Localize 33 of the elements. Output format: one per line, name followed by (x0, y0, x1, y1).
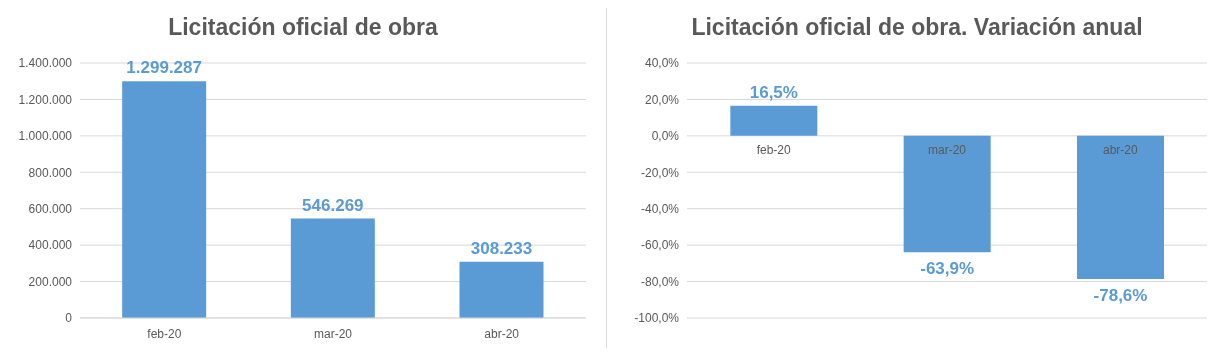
x-tick-label: feb-20 (147, 327, 182, 341)
data-label: 308.233 (470, 238, 533, 258)
y-tick-label: 1.400.000 (18, 56, 73, 71)
chart-title: Licitación oficial de obra (167, 14, 439, 41)
data-label: -63,9% (920, 259, 975, 279)
x-tick-label: abr-20 (1102, 142, 1138, 157)
y-tick-label: 20,0% (644, 92, 680, 107)
x-tick-label: feb-20 (756, 142, 791, 157)
x-tick-label: mar-20 (927, 142, 967, 157)
bar (459, 261, 544, 318)
data-label: 1.299.287 (126, 58, 202, 78)
x-tick-label: mar-20 (313, 327, 353, 341)
y-tick-label: 1.000.000 (18, 129, 73, 144)
data-label: -78,6% (1093, 286, 1148, 306)
y-tick-label: -20,0% (640, 165, 680, 180)
y-tick-label: 200.000 (28, 274, 73, 289)
y-tick-label: 800.000 (28, 165, 73, 180)
y-tick-label: -60,0% (640, 238, 680, 253)
x-tick-label: abr-20 (484, 327, 520, 341)
y-tick-label: 1.200.000 (18, 92, 73, 107)
y-tick-label: -40,0% (640, 201, 680, 216)
y-tick-label: 40,0% (644, 56, 680, 71)
y-tick-label: 400.000 (28, 238, 73, 253)
y-tick-label: -80,0% (640, 274, 680, 289)
chart-title: Licitación oficial de obra. Variación anual (690, 14, 1144, 41)
y-tick-label: -100,0% (634, 311, 680, 326)
y-tick-label: 0 (65, 311, 73, 326)
bar (122, 81, 207, 318)
bar (290, 218, 375, 318)
y-tick-label: 600.000 (28, 201, 73, 216)
data-label: 546.269 (302, 195, 364, 215)
data-label: 16,5% (749, 82, 798, 102)
y-tick-label: 0,0% (651, 129, 680, 144)
